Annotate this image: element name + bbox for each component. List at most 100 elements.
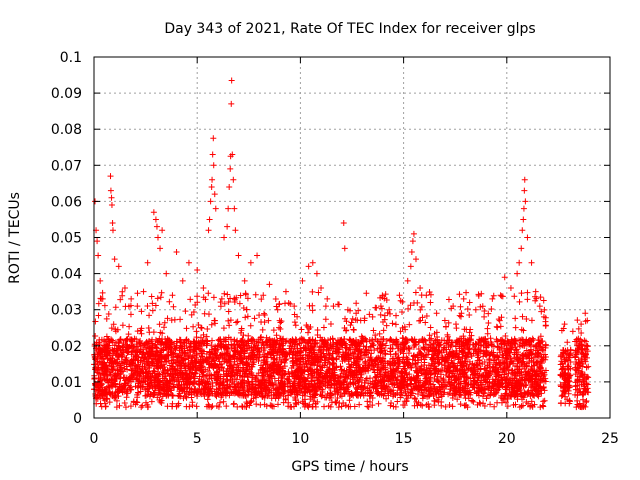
data-point: [101, 343, 108, 350]
data-point: [138, 308, 145, 315]
data-point: [486, 379, 493, 386]
data-point: [541, 387, 548, 394]
data-point: [390, 379, 397, 386]
data-point: [146, 393, 153, 400]
data-point: [421, 392, 428, 399]
data-point: [406, 321, 413, 328]
data-point: [460, 295, 467, 302]
data-point: [539, 402, 546, 409]
data-point: [334, 337, 341, 344]
data-point: [349, 376, 356, 383]
data-point: [169, 354, 176, 361]
data-point: [518, 393, 525, 400]
data-point: [458, 366, 465, 373]
data-point: [540, 398, 547, 405]
data-point: [475, 291, 482, 298]
data-point: [147, 373, 154, 380]
data-point: [134, 394, 141, 401]
data-point: [130, 356, 137, 363]
data-point: [538, 390, 545, 397]
data-point: [92, 393, 99, 400]
data-point: [481, 308, 488, 315]
data-point: [381, 372, 388, 379]
data-point: [497, 323, 504, 330]
data-point: [92, 356, 99, 363]
data-point: [154, 295, 161, 302]
data-point: [349, 315, 356, 322]
data-point: [146, 312, 153, 319]
data-point: [389, 320, 396, 327]
data-point: [227, 383, 234, 390]
data-point: [361, 367, 368, 374]
data-point: [374, 390, 381, 397]
data-point: [154, 356, 161, 363]
data-point: [277, 341, 284, 348]
data-point: [255, 357, 262, 364]
data-point: [513, 379, 520, 386]
data-point: [417, 377, 424, 384]
data-point: [289, 373, 296, 380]
data-point: [294, 391, 301, 398]
data-point: [132, 348, 139, 355]
data-point: [509, 342, 516, 349]
data-point: [168, 349, 175, 356]
data-point: [422, 375, 429, 382]
data-point: [369, 395, 376, 402]
data-point: [361, 349, 368, 356]
data-point: [121, 399, 128, 406]
data-point: [533, 385, 540, 392]
data-point: [296, 336, 303, 343]
data-point: [267, 380, 274, 387]
data-point: [478, 290, 485, 297]
data-point: [307, 345, 314, 352]
data-point: [250, 356, 257, 363]
data-point: [502, 352, 509, 359]
data-point: [160, 375, 167, 382]
data-point: [363, 344, 370, 351]
data-point: [514, 351, 521, 358]
data-point: [158, 353, 165, 360]
data-point: [132, 401, 139, 408]
data-point: [270, 327, 277, 334]
data-point: [515, 366, 522, 373]
data-point: [313, 374, 320, 381]
data-point: [466, 358, 473, 365]
data-point: [161, 319, 168, 326]
data-point: [386, 373, 393, 380]
data-point: [341, 324, 348, 331]
data-point: [509, 358, 516, 365]
data-point: [329, 335, 336, 342]
data-point: [234, 344, 241, 351]
data-point: [307, 336, 314, 343]
data-point: [327, 389, 334, 396]
data-point: [434, 348, 441, 355]
data-point: [284, 376, 291, 383]
data-point: [373, 374, 380, 381]
data-point: [182, 356, 189, 363]
data-point: [193, 403, 200, 410]
data-point: [222, 392, 229, 399]
data-point: [393, 365, 400, 372]
data-point: [202, 380, 209, 387]
data-point: [404, 386, 411, 393]
data-point: [523, 398, 530, 405]
data-point: [303, 322, 310, 329]
data-point: [138, 330, 145, 337]
data-point: [272, 339, 279, 346]
data-point: [449, 403, 456, 410]
data-point: [315, 289, 322, 296]
data-point: [237, 292, 244, 299]
data-point: [160, 346, 167, 353]
data-point: [488, 305, 495, 312]
data-point: [494, 387, 501, 394]
data-point: [310, 346, 317, 353]
data-point: [511, 369, 518, 376]
data-point: [445, 319, 452, 326]
data-point: [381, 347, 388, 354]
data-point: [306, 347, 313, 354]
data-point: [188, 354, 195, 361]
data-point: [514, 385, 521, 392]
data-point: [144, 359, 151, 366]
data-point: [343, 318, 350, 325]
data-point: [292, 386, 299, 393]
